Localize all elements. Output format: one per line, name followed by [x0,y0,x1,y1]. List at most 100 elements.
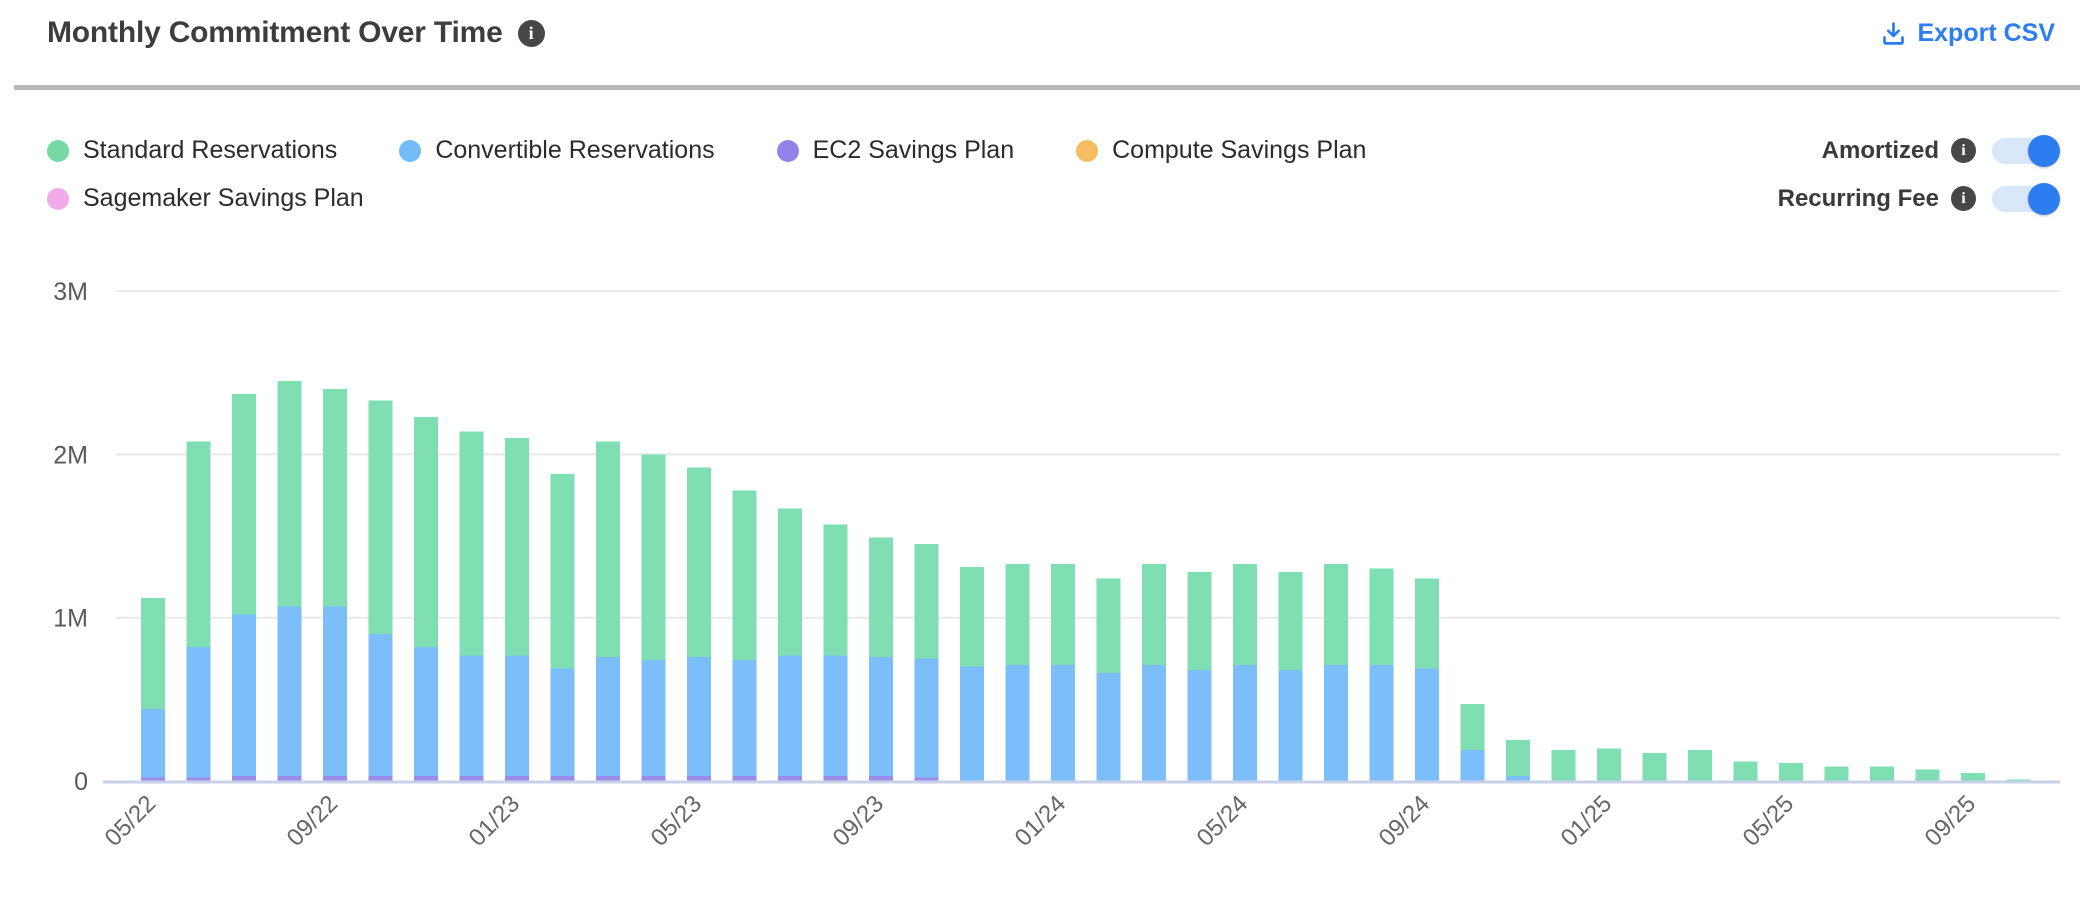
toggle-switch-recurring-fee[interactable] [1992,182,2060,215]
y-axis-tick-1M: 1M [53,605,88,633]
bar-segment-03/24-convertible-reservations [1142,665,1166,781]
legend-item-sagemaker-savings-plan[interactable]: Sagemaker Savings Plan [47,176,364,221]
bar-segment-01/23-standard-reservations [505,438,529,656]
y-axis-tick-3M: 3M [53,278,88,306]
bar-segment-06/22-standard-reservations [186,441,211,648]
bar-segment-01/24-convertible-reservations [1051,665,1075,781]
bar-segment-06/23-standard-reservations [732,490,757,661]
bar-segment-06/25-standard-reservations [1824,766,1849,781]
bar-segment-10/25-standard-reservations [2006,779,2031,781]
bar-segment-04/24-convertible-reservations [1187,669,1212,781]
toggle-row-recurring-fee: Recurring Fee i [1778,176,2060,221]
bar-segment-05/22-standard-reservations [141,598,165,710]
bar-segment-08/22-convertible-reservations [277,606,302,777]
legend-row: Standard Reservations Convertible Reserva… [47,128,1497,173]
y-axis-tick-0: 0 [74,768,88,796]
bar-segment-08/22-standard-reservations [277,380,302,607]
legend-item-label: Standard Reservations [83,136,338,164]
bar-segment-07/25-standard-reservations [1870,766,1894,781]
bar-segment-11/23-standard-reservations [960,567,984,667]
x-axis-tick-01/23: 01/23 [464,790,526,852]
bar-segment-10/24-convertible-reservations [1460,749,1485,781]
legend-item-standard-reservations[interactable]: Standard Reservations [47,128,337,173]
toggle-knob [2028,134,2060,167]
legend-item-label: Sagemaker Savings Plan [83,184,364,212]
y-axis-tick-2M: 2M [53,441,88,469]
legend-color-dot [399,139,422,162]
bar-segment-07/24-convertible-reservations [1324,665,1348,781]
bar-segment-02/23-convertible-reservations [550,668,575,777]
x-axis-tick-01/25: 01/25 [1556,790,1618,852]
download-icon [1883,21,1905,45]
bar-segment-12/23-standard-reservations [1005,563,1030,666]
bar-segment-06/22-convertible-reservations [186,647,211,778]
bar-segment-11/23-convertible-reservations [960,666,984,781]
export-csv-button[interactable]: Export CSV [1880,19,2055,48]
x-axis-tick-09/24: 09/24 [1374,790,1436,852]
legend-item-label: Compute Savings Plan [1112,136,1367,164]
bar-segment-09/24-convertible-reservations [1415,668,1439,781]
legend-item-convertible-reservations[interactable]: Convertible Reservations [399,128,715,173]
legend-item-compute-savings-plan[interactable]: Compute Savings Plan [1076,128,1366,173]
legend-color-dot [776,139,799,162]
bar-segment-01/25-standard-reservations [1597,748,1621,781]
bar-segment-10/24-standard-reservations [1460,704,1485,750]
x-axis-tick-05/22: 05/22 [100,790,162,852]
bar-segment-04/23-convertible-reservations [641,660,666,777]
toggle-label: Recurring Fee [1777,184,1939,212]
bar-segment-12/23-convertible-reservations [1005,665,1030,781]
bar-segment-06/24-convertible-reservations [1278,669,1303,781]
bar-segment-03/24-standard-reservations [1142,563,1166,666]
stacked-bar-chart: 0 1M 2M 3M 05/22 09/22 01/23 05/23 09/23 01/24 05/… [0,240,2088,922]
bar-segment-06/22-ec2-savings-plan [186,777,211,781]
bar-segment-06/23-ec2-savings-plan [732,776,757,781]
bar-segment-11/22-standard-reservations [414,416,438,648]
bar-segment-09/24-standard-reservations [1415,578,1439,669]
bar-segment-10/22-ec2-savings-plan [368,776,393,781]
legend-color-dot [47,187,69,210]
bar-segment-01/24-standard-reservations [1051,563,1075,666]
bar-segment-05/23-standard-reservations [687,467,711,657]
bar-segment-10/22-convertible-reservations [368,634,393,777]
bar-segment-02/24-standard-reservations [1096,578,1121,674]
chart-canvas: 0 1M 2M 3M 05/22 09/22 01/23 05/23 09/23 01/24 05/… [53,278,2060,852]
bar-segment-07/23-convertible-reservations [778,655,802,777]
bar-segment-02/23-standard-reservations [550,473,575,669]
bar-segment-04/23-ec2-savings-plan [641,776,666,781]
bar-segment-08/23-ec2-savings-plan [823,776,848,781]
bar-segment-09/23-convertible-reservations [869,656,893,777]
toggle-label: Amortized [1821,136,1939,164]
bar-segment-05/22-convertible-reservations [141,709,165,778]
bar-segment-09/22-convertible-reservations [323,606,347,777]
toggle-info-icon[interactable]: i [1951,186,1976,211]
bar-segment-09/22-ec2-savings-plan [323,776,347,781]
bar-segment-07/23-standard-reservations [778,508,802,656]
bar-segment-01/23-convertible-reservations [505,655,529,777]
bar-segment-09/25-standard-reservations [1961,772,1985,781]
bar-segment-03/23-ec2-savings-plan [596,776,620,781]
bar-segment-05/25-standard-reservations [1779,763,1803,781]
toggle-switch-amortized[interactable] [1992,134,2060,167]
bar-segment-05/24-standard-reservations [1233,563,1257,666]
bar-segment-12/22-ec2-savings-plan [459,776,484,781]
bar-segment-06/24-standard-reservations [1278,571,1303,670]
title-info-icon[interactable]: i [517,19,545,47]
legend-item-ec2-savings-plan[interactable]: EC2 Savings Plan [776,128,1015,173]
chart-legend: Standard Reservations Convertible Reserva… [47,128,1497,221]
legend-item-label: Convertible Reservations [435,136,715,164]
bar-segment-10/22-standard-reservations [368,400,393,635]
bar-segment-11/22-ec2-savings-plan [414,776,438,781]
bar-segment-09/23-ec2-savings-plan [869,776,893,781]
toggle-row-amortized: Amortized i [1822,128,2060,173]
bar-segment-04/25-standard-reservations [1733,761,1758,781]
toggle-info-icon[interactable]: i [1951,138,1976,163]
bar-segment-05/23-convertible-reservations [687,656,711,777]
legend-item-label: EC2 Savings Plan [812,136,1015,164]
bar-segment-08/24-standard-reservations [1369,568,1394,666]
x-axis-tick-09/23: 09/23 [828,790,890,852]
bar-segment-07/22-convertible-reservations [232,614,256,777]
bar-segment-04/23-standard-reservations [641,454,666,661]
bar-segment-12/22-standard-reservations [459,431,484,656]
bar-segment-11/22-convertible-reservations [414,647,438,777]
